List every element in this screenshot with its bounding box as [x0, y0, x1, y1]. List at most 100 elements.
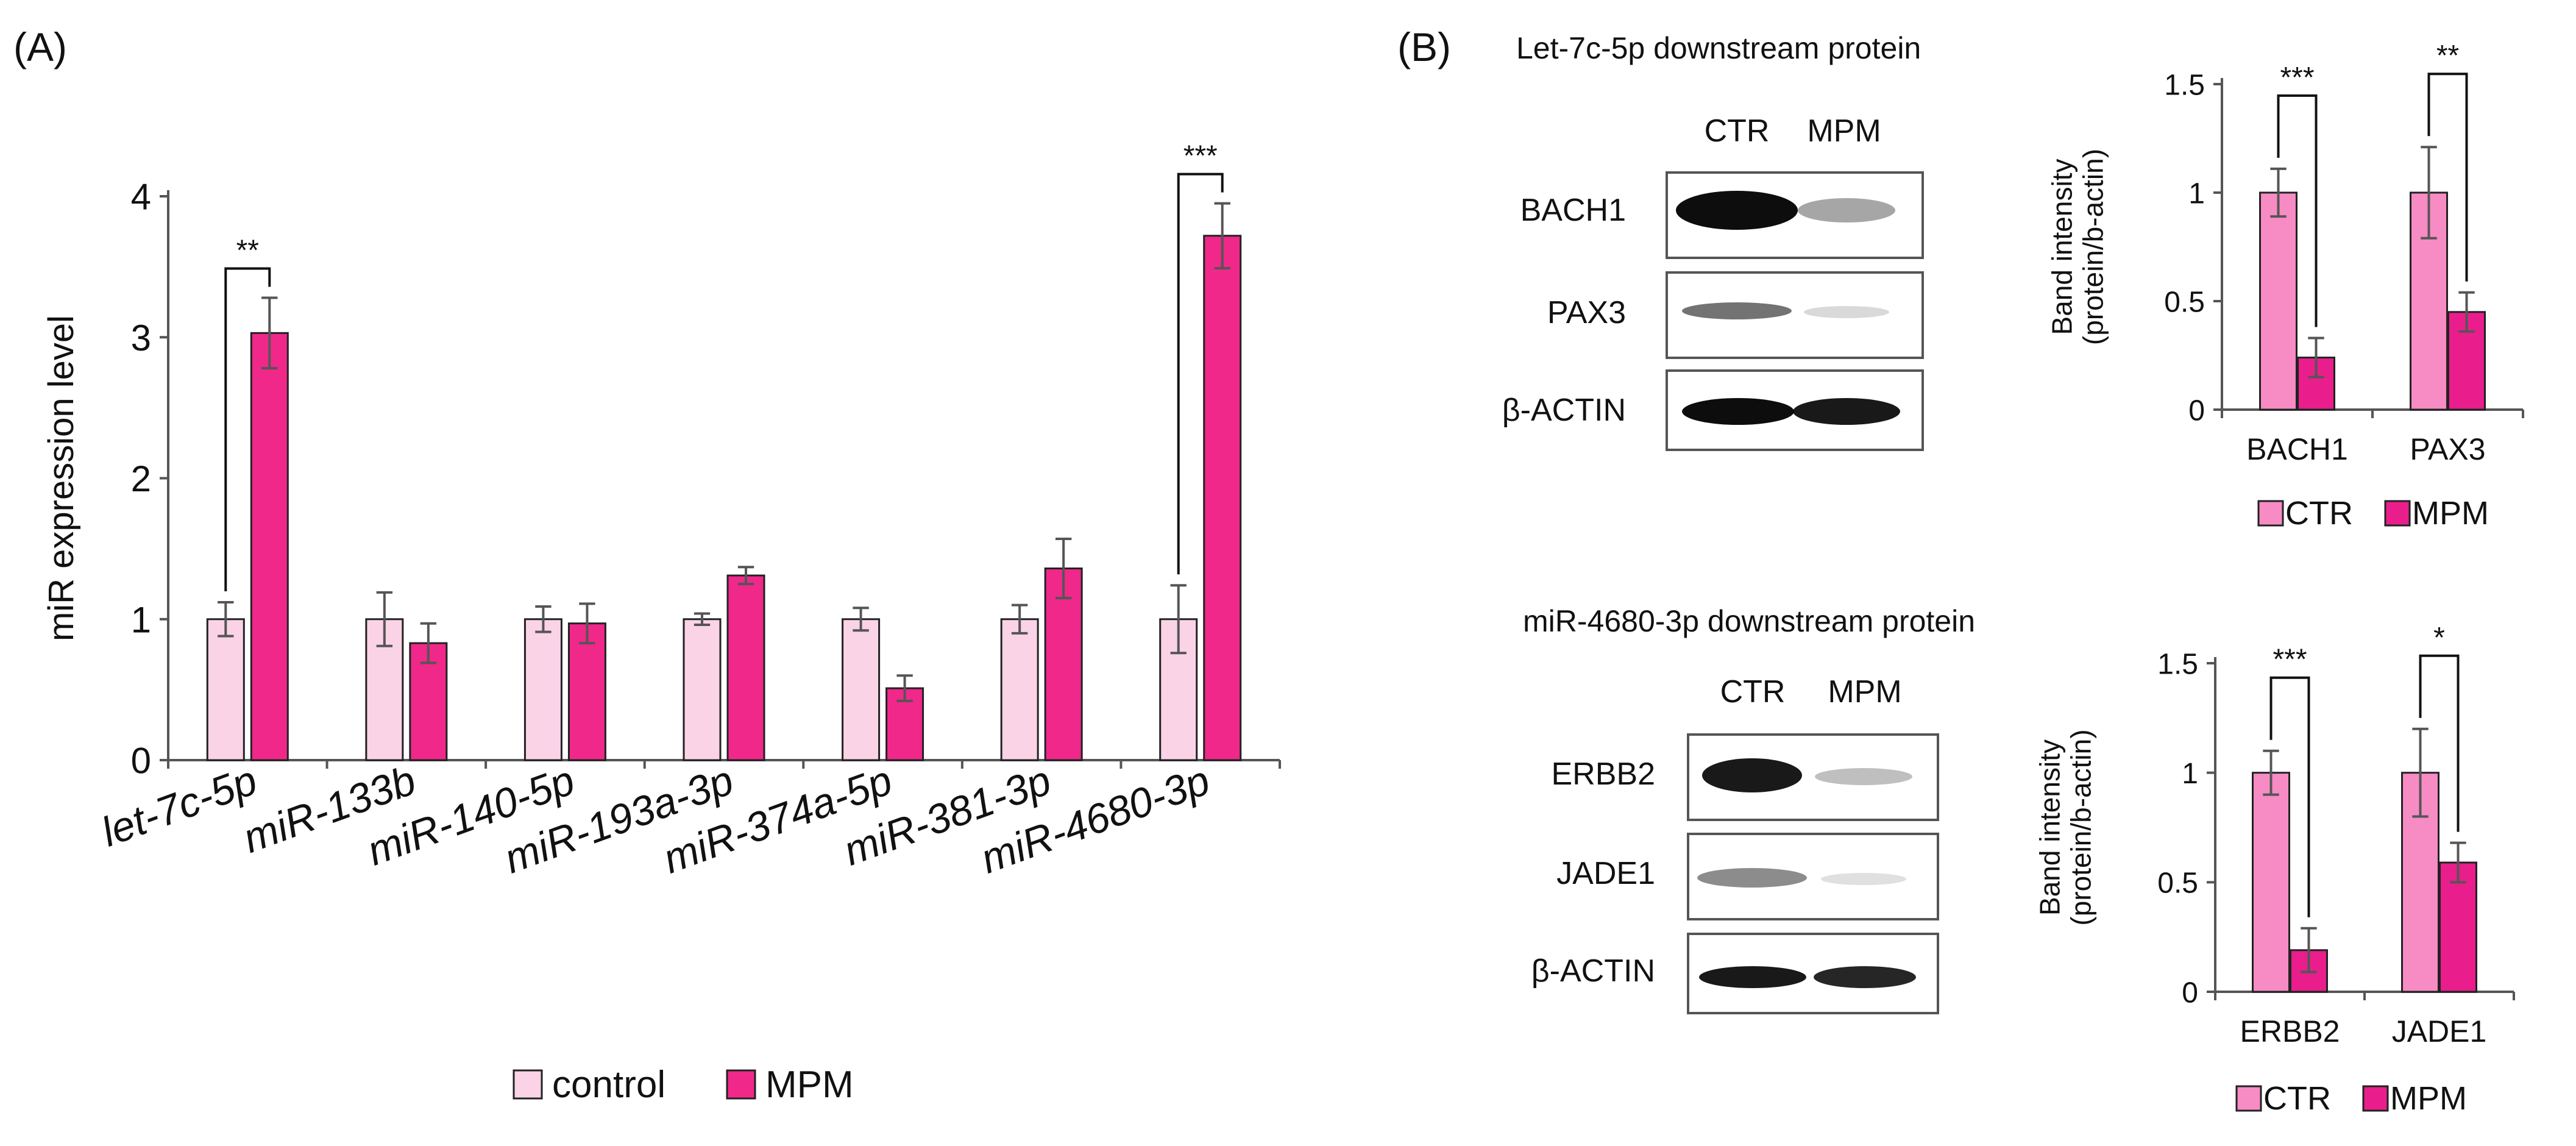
blot-1-lane-mpm: MPM: [1807, 113, 1881, 149]
blot-2-band-actin-ctr: [1699, 966, 1806, 988]
significance-stars-bach1: ***: [2280, 62, 2314, 94]
x-tick-label-jade1: JADE1: [2392, 1014, 2487, 1048]
blot-2-box-jade1: [1687, 833, 1939, 920]
blot-1-band-actin-mpm: [1793, 398, 1900, 425]
blot-1-title: Let-7c-5p downstream protein: [1516, 31, 1921, 65]
y-axis-title: Band intensity(protein/b-actin): [2046, 149, 2109, 345]
blot-2-band-erbb2-mpm: [1815, 768, 1912, 785]
band-intensity-chart-2: 0 0.5 1 1.5 Band intensity(protein/b-actin) E…: [2034, 622, 2515, 1048]
western-blot-1: Let-7c-5p downstream protein CTR MPM BAC…: [1502, 31, 1924, 451]
legend-swatch-mpm: [726, 1069, 756, 1100]
y-tick-label: 0.5: [2164, 286, 2205, 318]
significance-bracket-erbb2: [2269, 676, 2310, 917]
blot-1-band-actin-ctr: [1682, 398, 1794, 425]
blot-1-lane-ctr: CTR: [1705, 113, 1770, 149]
significance-stars-erbb2: ***: [2273, 644, 2307, 676]
blot-1-band-pax3-mpm: [1804, 306, 1889, 318]
blot-2-band-jade1-mpm: [1821, 873, 1906, 885]
significance-stars-pax3: **: [2436, 40, 2459, 72]
blot-2-lane-mpm: MPM: [1828, 674, 1901, 710]
significance-bracket-pax3: [2427, 73, 2468, 282]
x-tick-label-let-7c-5p: let-7c-5p: [96, 757, 263, 856]
blot-1-box-pax3: [1666, 271, 1924, 359]
y-axis-title: Band intensity(protein/b-actin): [2034, 729, 2097, 925]
legend-swatch-mpm: [2384, 500, 2411, 527]
y-tick-label: 1.5: [2164, 69, 2205, 101]
bar-mpm-mir-193a-3p: [726, 574, 765, 761]
legend-panel-b-2: CTR MPM: [2235, 1080, 2467, 1117]
y-axis-title-line: Band intensity: [2034, 739, 2066, 916]
bar-ctr-bach1: [2259, 191, 2297, 411]
blot-2-lane-ctr: CTR: [1720, 674, 1786, 710]
y-tick-label: 0.5: [2157, 867, 2198, 900]
blot-2-row-erbb2: ERBB2: [1551, 756, 1655, 792]
significance-bracket-bach1: [2277, 94, 2318, 327]
panel-a-label: (A): [13, 24, 67, 69]
significance-bracket-mir-4680-3p: [1177, 173, 1224, 575]
significance-bracket-let-7c-5p: [224, 267, 271, 591]
y-tick-label: 0: [2182, 977, 2198, 1009]
legend-label-ctr: CTR: [2263, 1080, 2331, 1117]
bar-ctr-erbb2: [2252, 772, 2290, 993]
y-tick-label: 1: [131, 599, 151, 640]
bar-mpm-let-7c-5p: [250, 332, 289, 761]
legend-swatch-control: [513, 1069, 543, 1100]
legend-label-ctr: CTR: [2285, 495, 2353, 532]
blot-2-band-erbb2-ctr: [1702, 758, 1802, 792]
y-tick-label: 1: [2188, 177, 2205, 210]
legend-label-mpm: MPM: [2390, 1080, 2467, 1117]
blot-1-band-bach1-mpm: [1798, 198, 1895, 222]
y-tick-label: 1.5: [2157, 648, 2198, 680]
bar-control-let-7c-5p: [206, 618, 245, 761]
y-tick-label: 3: [131, 318, 151, 358]
y-tick-label: 2: [131, 458, 151, 499]
significance-stars-mir-4680-3p: ***: [1183, 140, 1218, 173]
significance-stars-let-7c-5p: **: [236, 235, 259, 267]
blot-2-band-jade1-ctr: [1697, 868, 1807, 888]
legend-swatch-mpm: [2362, 1085, 2389, 1112]
y-tick-label: 0: [2188, 394, 2205, 427]
significance-bracket-jade1: [2419, 654, 2460, 832]
bar-control-mir-193a-3p: [683, 618, 722, 761]
blot-2-box-erbb2: [1687, 733, 1939, 821]
blot-1-band-pax3-ctr: [1682, 302, 1792, 319]
legend-panel-a: control MPM: [513, 1064, 854, 1106]
western-blot-2: miR-4680-3p downstream protein CTR MPM E…: [1523, 604, 1975, 1014]
x-tick-label-bach1: BACH1: [2246, 432, 2348, 466]
y-tick-label: 1: [2182, 758, 2198, 790]
y-tick-label: 4: [131, 177, 151, 218]
y-axis-title-line: (protein/b-actin): [2077, 149, 2109, 345]
legend-swatch-ctr: [2235, 1085, 2262, 1112]
legend-panel-b-1: CTR MPM: [2257, 495, 2489, 532]
blot-1-row-actin: β-ACTIN: [1502, 393, 1626, 428]
bar-mpm-mir-4680-3p: [1203, 235, 1242, 761]
blot-2-row-actin: β-ACTIN: [1531, 953, 1655, 989]
legend-label-mpm: MPM: [765, 1064, 854, 1106]
blot-1-row-pax3: PAX3: [1547, 295, 1626, 330]
y-tick-label: 0: [131, 741, 151, 781]
blot-2-band-actin-mpm: [1814, 966, 1916, 988]
bar-mpm-mir-140-5p: [567, 622, 606, 761]
legend-swatch-ctr: [2257, 500, 2284, 527]
blot-2-title: miR-4680-3p downstream protein: [1523, 604, 1975, 638]
legend-label-control: control: [552, 1064, 665, 1106]
blot-1-band-bach1-ctr: [1676, 191, 1798, 230]
significance-stars-jade1: *: [2433, 622, 2445, 654]
x-tick-label-pax3: PAX3: [2410, 432, 2485, 466]
bar-control-mir-381-3p: [1000, 618, 1039, 761]
bar-control-mir-374a-5p: [842, 618, 881, 761]
y-axis-title-line: miR expression level: [41, 315, 81, 641]
bar-control-mir-140-5p: [523, 618, 562, 761]
x-tick-label-erbb2: ERBB2: [2240, 1014, 2340, 1048]
blot-2-row-jade1: JADE1: [1556, 856, 1655, 891]
blot-1-row-bach1: BACH1: [1520, 193, 1626, 228]
legend-label-mpm: MPM: [2412, 495, 2489, 532]
y-axis-title-line: Band intensity: [2046, 159, 2078, 335]
bar-mpm-mir-381-3p: [1044, 568, 1083, 761]
y-axis-title: miR expression level: [41, 315, 81, 641]
panel-b-label: (B): [1397, 24, 1451, 69]
y-axis-title-line: (protein/b-actin): [2065, 729, 2096, 925]
